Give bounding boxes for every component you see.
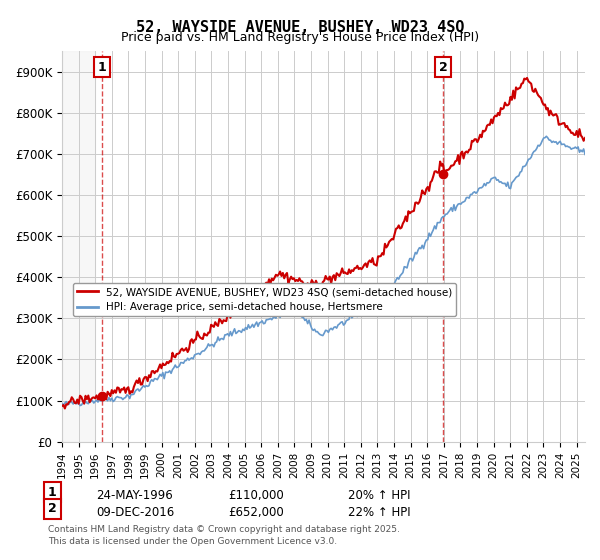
Text: 52, WAYSIDE AVENUE, BUSHEY, WD23 4SQ: 52, WAYSIDE AVENUE, BUSHEY, WD23 4SQ bbox=[136, 20, 464, 35]
Text: 1: 1 bbox=[97, 60, 106, 73]
Text: Price paid vs. HM Land Registry's House Price Index (HPI): Price paid vs. HM Land Registry's House … bbox=[121, 31, 479, 44]
Text: 09-DEC-2016: 09-DEC-2016 bbox=[96, 506, 174, 519]
Text: £652,000: £652,000 bbox=[228, 506, 284, 519]
Text: 2: 2 bbox=[48, 502, 57, 515]
Text: 22% ↑ HPI: 22% ↑ HPI bbox=[348, 506, 410, 519]
Text: 2: 2 bbox=[439, 60, 447, 73]
Bar bbox=[62, 52, 95, 442]
Text: 20% ↑ HPI: 20% ↑ HPI bbox=[348, 489, 410, 502]
Legend: 52, WAYSIDE AVENUE, BUSHEY, WD23 4SQ (semi-detached house), HPI: Average price, : 52, WAYSIDE AVENUE, BUSHEY, WD23 4SQ (se… bbox=[73, 283, 456, 316]
Text: 1: 1 bbox=[48, 486, 57, 498]
Text: 24-MAY-1996: 24-MAY-1996 bbox=[96, 489, 173, 502]
Text: £110,000: £110,000 bbox=[228, 489, 284, 502]
Text: Contains HM Land Registry data © Crown copyright and database right 2025.
This d: Contains HM Land Registry data © Crown c… bbox=[48, 525, 400, 546]
